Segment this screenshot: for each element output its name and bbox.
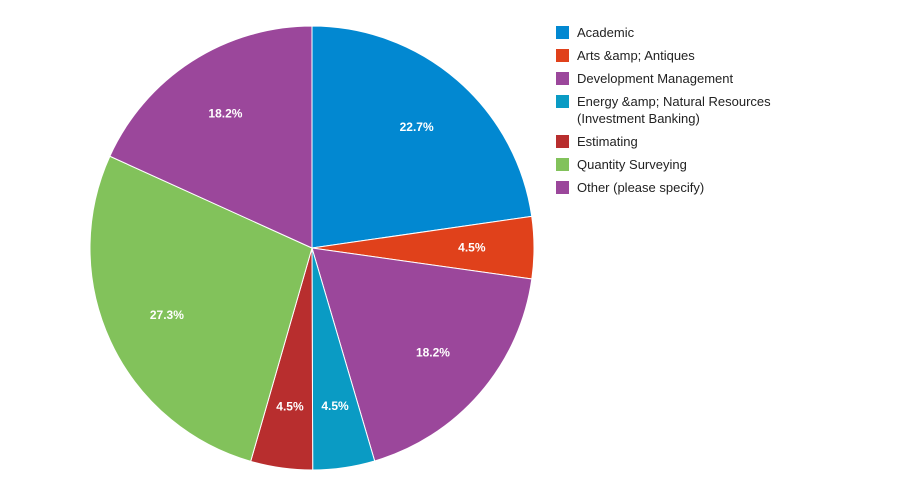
legend-item[interactable]: Quantity Surveying <box>556 156 886 173</box>
pie-slice[interactable] <box>311 25 533 249</box>
slice-percent-label: 18.2% <box>416 345 450 359</box>
legend-swatch <box>556 72 569 85</box>
legend-label: Arts &amp; Antiques <box>577 48 695 63</box>
legend-label: Other (please specify) <box>577 180 705 195</box>
legend-swatch <box>556 158 569 171</box>
legend-swatch <box>556 95 569 108</box>
legend-item[interactable]: Energy &amp; Natural Resources (Investme… <box>556 93 886 127</box>
slice-percent-label: 22.7% <box>400 120 434 134</box>
slice-percent-label: 18.2% <box>208 107 242 121</box>
pie-slice[interactable] <box>109 25 313 249</box>
slice-percent-label: 27.3% <box>150 308 184 322</box>
legend-label: Quantity Surveying <box>577 157 687 172</box>
pie-slices <box>89 25 535 471</box>
chart-legend: Academic Arts &amp; Antiques Development M… <box>556 24 886 202</box>
legend-label: Estimating <box>577 134 638 149</box>
legend-label: Academic <box>577 25 635 40</box>
legend-label: Development Management <box>577 71 734 86</box>
legend-item[interactable]: Arts &amp; Antiques <box>556 47 886 64</box>
legend-swatch <box>556 49 569 62</box>
pie-slice[interactable] <box>311 247 533 462</box>
legend-label: Energy &amp; Natural Resources (Investme… <box>577 94 771 126</box>
pie-slice[interactable] <box>89 155 313 462</box>
slice-percent-label: 4.5% <box>321 399 349 413</box>
legend-item[interactable]: Other (please specify) <box>556 179 886 196</box>
legend-swatch <box>556 135 569 148</box>
legend-swatch <box>556 26 569 39</box>
slice-percent-label: 4.5% <box>276 399 304 413</box>
slice-percent-label: 4.5% <box>458 241 486 255</box>
legend-item[interactable]: Development Management <box>556 70 886 87</box>
legend-swatch <box>556 181 569 194</box>
pie-slice-labels: 22.7% 4.5% 18.2% 4.5% 4.5% 27.3% 18.2% <box>150 107 486 414</box>
legend-item[interactable]: Estimating <box>556 133 886 150</box>
legend-item[interactable]: Academic <box>556 24 886 41</box>
